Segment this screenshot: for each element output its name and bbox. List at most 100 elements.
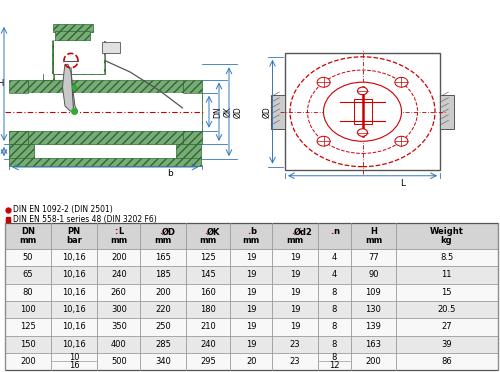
Text: Weight: Weight [430, 227, 464, 237]
Text: mm: mm [110, 236, 128, 245]
Bar [44, 74, 52, 80]
Text: 19: 19 [246, 323, 256, 331]
Text: .: . [159, 227, 162, 237]
Text: 10,16: 10,16 [62, 288, 86, 297]
Bar [5, 223, 498, 249]
Text: 240: 240 [200, 340, 216, 349]
Text: 145: 145 [200, 270, 216, 279]
Text: 10,16: 10,16 [62, 253, 86, 262]
Bar [9, 80, 28, 144]
Text: :: : [114, 227, 118, 237]
Text: 163: 163 [366, 340, 382, 349]
Text: 77: 77 [368, 253, 379, 262]
Text: 20: 20 [246, 357, 256, 366]
Circle shape [317, 77, 330, 87]
Circle shape [317, 136, 330, 146]
Circle shape [358, 129, 368, 137]
Bar [5, 266, 498, 283]
Text: 19: 19 [290, 305, 300, 314]
Text: bar: bar [66, 236, 82, 245]
Bar [9, 158, 201, 166]
Text: 8: 8 [332, 353, 337, 362]
Text: b: b [250, 227, 256, 237]
Text: 350: 350 [111, 323, 126, 331]
Text: mm: mm [242, 236, 260, 245]
Text: n: n [334, 227, 340, 237]
Circle shape [324, 82, 402, 141]
Text: 340: 340 [155, 357, 171, 366]
Text: 109: 109 [366, 288, 382, 297]
Text: 200: 200 [366, 357, 382, 366]
Bar [9, 144, 34, 159]
Bar [285, 53, 440, 170]
Text: .: . [247, 227, 250, 237]
Text: 20.5: 20.5 [438, 305, 456, 314]
Text: PN: PN [68, 227, 80, 237]
Text: 8: 8 [332, 288, 337, 297]
Text: 210: 210 [200, 323, 216, 331]
Bar [52, 41, 105, 74]
Text: 10: 10 [68, 353, 79, 362]
Text: Ød2: Ød2 [294, 227, 313, 237]
Text: 260: 260 [111, 288, 126, 297]
Circle shape [358, 87, 368, 95]
Bar [102, 42, 120, 53]
Text: DIN EN 1092-2 (DIN 2501): DIN EN 1092-2 (DIN 2501) [13, 205, 113, 214]
Text: 125: 125 [20, 323, 36, 331]
Text: 65: 65 [22, 270, 33, 279]
Text: .: . [330, 227, 334, 237]
Text: DN: DN [213, 106, 222, 118]
Bar [5, 283, 498, 301]
Text: L: L [400, 179, 405, 188]
Text: 200: 200 [20, 357, 36, 366]
Text: .: . [204, 227, 207, 237]
Text: 180: 180 [200, 305, 216, 314]
Text: .: . [291, 227, 294, 237]
Text: 15: 15 [442, 288, 452, 297]
Text: ØD: ØD [162, 227, 176, 237]
Text: mm: mm [200, 236, 216, 245]
Bar [54, 41, 104, 74]
Text: mm: mm [154, 236, 172, 245]
Text: 10,16: 10,16 [62, 305, 86, 314]
Bar [182, 93, 202, 131]
Text: DN: DN [21, 227, 35, 237]
Text: 16: 16 [68, 361, 80, 370]
Bar [5, 301, 498, 318]
Text: 4: 4 [332, 253, 337, 262]
Bar [176, 144, 201, 159]
Text: 500: 500 [111, 357, 126, 366]
Text: mm: mm [286, 236, 304, 245]
Bar [42, 74, 54, 80]
Text: 19: 19 [246, 340, 256, 349]
Text: 300: 300 [111, 305, 126, 314]
Text: 19: 19 [246, 270, 256, 279]
Bar [9, 93, 28, 131]
Bar [55, 32, 90, 41]
Text: 240: 240 [111, 270, 126, 279]
Text: 10,16: 10,16 [62, 340, 86, 349]
Text: 250: 250 [155, 323, 171, 331]
Text: 150: 150 [20, 340, 36, 349]
Text: 23: 23 [290, 357, 300, 366]
Text: H: H [370, 227, 377, 237]
Text: 160: 160 [200, 288, 216, 297]
Bar [5, 249, 498, 266]
Text: Ød2: Ød2 [0, 144, 2, 158]
Text: 19: 19 [246, 253, 256, 262]
Text: DIN EN 558-1 series 48 (DIN 3202 F6): DIN EN 558-1 series 48 (DIN 3202 F6) [13, 215, 157, 224]
Text: ØD: ØD [233, 106, 242, 118]
Polygon shape [62, 64, 78, 111]
Text: 125: 125 [200, 253, 216, 262]
Text: ØK: ØK [223, 106, 232, 117]
Text: 27: 27 [441, 323, 452, 331]
Text: 8: 8 [332, 305, 337, 314]
Text: 4: 4 [332, 270, 337, 279]
Text: 220: 220 [155, 305, 171, 314]
Text: 285: 285 [155, 340, 171, 349]
Text: 400: 400 [111, 340, 126, 349]
Text: 19: 19 [246, 288, 256, 297]
Text: 86: 86 [441, 357, 452, 366]
Text: 139: 139 [366, 323, 382, 331]
Text: 130: 130 [366, 305, 382, 314]
